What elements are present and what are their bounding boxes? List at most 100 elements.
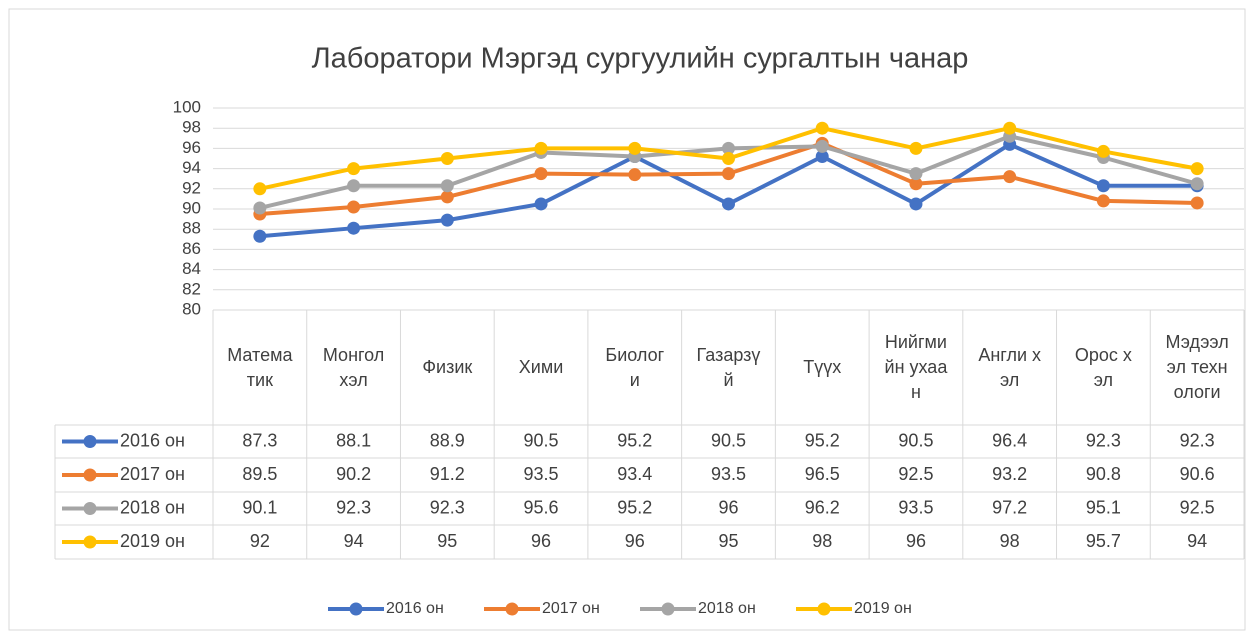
y-tick-label: 90 (182, 198, 201, 217)
y-tick-label: 82 (182, 279, 201, 298)
marker (534, 197, 548, 211)
marker (440, 152, 454, 165)
y-tick-label: 84 (182, 259, 201, 278)
marker (815, 121, 829, 135)
series-label: 2017 он (120, 464, 185, 484)
table-value: 92.3 (336, 497, 371, 517)
table-value: 88.9 (430, 430, 465, 450)
table-value: 95 (718, 531, 738, 551)
marker (815, 139, 829, 153)
marker (1096, 194, 1110, 208)
table-value: 96 (718, 497, 738, 517)
table-key-marker (83, 502, 97, 515)
table-value: 95.2 (617, 497, 652, 517)
marker (253, 201, 267, 215)
table-value: 93.4 (617, 464, 652, 484)
table-value: 92.3 (1086, 430, 1121, 450)
table-value: 90.5 (898, 430, 933, 450)
marker (1003, 121, 1017, 135)
table-key-marker (83, 535, 97, 549)
table-value: 95.6 (524, 497, 559, 517)
marker (909, 177, 923, 191)
marker (722, 141, 735, 155)
legend-label: 2017 он (542, 600, 600, 617)
table-value: 87.3 (242, 430, 277, 450)
table-value: 90.1 (242, 497, 277, 517)
chart-title: Лаборатори Мэргэд сургуулийн сургалтын ч… (312, 43, 969, 75)
legend-label: 2019 он (854, 600, 912, 617)
series-label: 2016 он (120, 430, 185, 450)
table-value: 96.2 (805, 497, 840, 517)
marker (1190, 196, 1204, 210)
marker (440, 179, 454, 193)
category-label: Англи хэл (978, 344, 1042, 390)
marker (440, 190, 454, 204)
category-label: Түүх (803, 357, 842, 377)
category-label: Хими (518, 357, 564, 377)
table-value: 92.3 (430, 497, 465, 517)
y-tick-label: 98 (182, 118, 201, 137)
legend-key-marker (817, 602, 831, 616)
table-value: 95.1 (1086, 497, 1121, 517)
marker (1096, 144, 1110, 158)
table-value: 96 (906, 531, 926, 551)
table-value: 93.2 (992, 464, 1027, 484)
category-label: Газарзүй (696, 344, 761, 390)
marker (1003, 170, 1017, 184)
marker (722, 167, 735, 181)
table-value: 93.5 (524, 464, 559, 484)
y-tick-label: 86 (182, 239, 201, 258)
y-tick-label: 88 (182, 219, 201, 238)
y-tick-label: 94 (182, 158, 201, 177)
legend-key-marker (505, 602, 519, 616)
marker (253, 229, 267, 243)
table-value: 98 (1000, 531, 1020, 551)
marker (722, 197, 735, 211)
table-value: 95.2 (617, 430, 652, 450)
table-value: 90.8 (1086, 464, 1121, 484)
category-label: Математик (227, 344, 293, 390)
marker (1190, 162, 1204, 176)
table-value: 91.2 (430, 464, 465, 484)
marker (253, 182, 267, 196)
table-value: 96.4 (992, 430, 1027, 450)
marker (909, 197, 923, 211)
table-value: 92.3 (1180, 430, 1215, 450)
legend-key-marker (349, 602, 363, 616)
y-tick-label: 100 (173, 97, 201, 116)
table-value: 90.5 (711, 430, 746, 450)
table-key-marker (83, 435, 97, 448)
table-value: 93.5 (898, 497, 933, 517)
table-value: 98 (812, 531, 832, 551)
marker (347, 221, 361, 235)
y-tick-label: 92 (182, 178, 201, 197)
table-value: 90.6 (1180, 464, 1215, 484)
table-value: 92.5 (898, 464, 933, 484)
table-value: 97.2 (992, 497, 1027, 517)
marker (347, 162, 361, 176)
table-value: 93.5 (711, 464, 746, 484)
category-label: Монгол хэл (322, 344, 385, 390)
marker (534, 167, 548, 181)
y-tick-label: 80 (182, 299, 201, 318)
table-value: 95 (437, 531, 457, 551)
chart-border (8, 8, 1246, 631)
table-value: 96 (625, 531, 645, 551)
table-value: 94 (1187, 531, 1207, 551)
marker (1096, 179, 1110, 193)
table-value: 88.1 (336, 430, 371, 450)
table-value: 90.2 (336, 464, 371, 484)
table-value: 92.5 (1180, 497, 1215, 517)
marker (347, 200, 361, 214)
table-value: 90.5 (524, 430, 559, 450)
marker (909, 167, 923, 181)
series-label: 2019 он (120, 531, 185, 551)
table-value: 95.7 (1086, 531, 1121, 551)
marker (628, 168, 642, 182)
marker (347, 179, 361, 193)
table-value: 95.2 (805, 430, 840, 450)
legend-label: 2018 он (698, 600, 756, 617)
marker (440, 213, 454, 227)
